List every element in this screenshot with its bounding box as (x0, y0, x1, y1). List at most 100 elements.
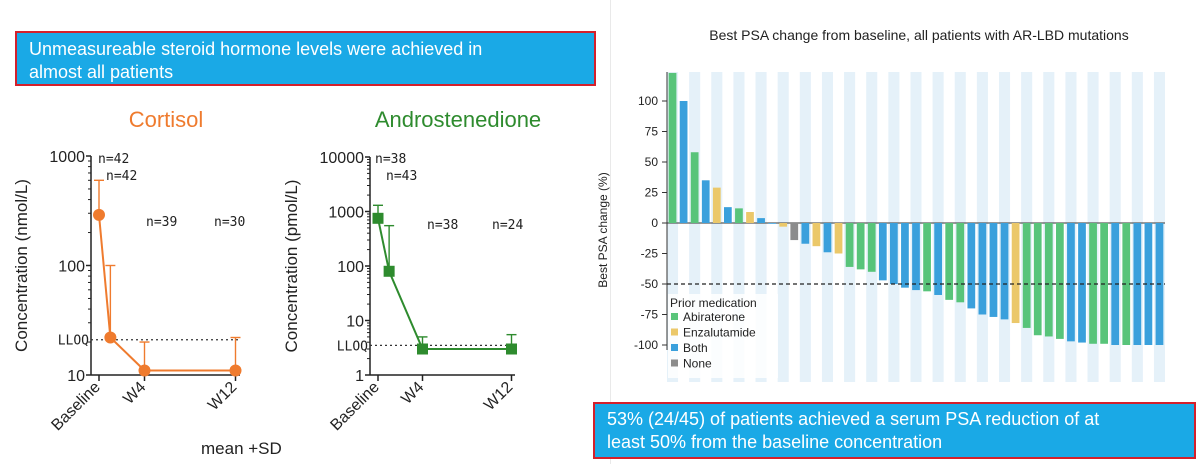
psa-bar (1011, 223, 1020, 324)
cortisol-x-tick-label: Baseline (48, 379, 103, 434)
androstenedione-lloq-label: LLOQ (337, 339, 368, 354)
psa-bar (746, 212, 754, 223)
psa-bar (945, 223, 954, 300)
androstenedione-n-label: n=24 (492, 218, 523, 233)
psa-background-stripe (733, 72, 745, 382)
psa-bar (690, 152, 699, 223)
androstenedione-y-tick-label: 1000 (328, 205, 364, 222)
androstenedione-title: Androstenedione (375, 107, 541, 132)
psa-legend-swatch (671, 313, 678, 320)
androstenedione-data-point (506, 343, 517, 355)
psa-bar (956, 223, 965, 303)
cortisol-lloq-label: LLOQ (58, 334, 89, 349)
psa-background-stripe (711, 72, 723, 382)
psa-bar (1055, 223, 1064, 339)
psa-bar (723, 207, 732, 223)
cortisol-data-point (93, 208, 105, 221)
psa-bar (1144, 223, 1153, 345)
cortisol-x-tick-label: W4 (120, 379, 149, 408)
psa-bar (934, 223, 943, 295)
cortisol-title: Cortisol (129, 107, 204, 132)
psa-bar (712, 187, 721, 223)
psa-bar (901, 223, 909, 288)
psa-legend-background (668, 294, 778, 378)
bottom-banner-line-1: 53% (24/45) of patients achieved a serum… (607, 409, 1100, 429)
psa-legend-swatch (671, 344, 678, 351)
psa-y-tick-label: 75 (645, 125, 659, 139)
androstenedione-x-tick-label: W4 (398, 379, 427, 408)
psa-y-tick-label: -50 (641, 277, 659, 291)
cortisol-data-point (229, 364, 242, 377)
psa-background-stripe (755, 72, 767, 382)
bottom-banner-line-2: least 50% from the baseline concentratio… (607, 432, 943, 452)
psa-y-tick-label: -25 (641, 247, 659, 261)
psa-bar (768, 223, 777, 224)
cortisol-y-tick-label: 1000 (49, 149, 85, 166)
psa-bar (989, 223, 998, 317)
top-banner-line-1: Unmeasureable steroid hormone levels wer… (29, 39, 483, 59)
psa-legend-swatch (671, 328, 678, 336)
cortisol-n-label: n=30 (214, 215, 245, 230)
psa-bar (801, 223, 810, 244)
psa-bar (1067, 223, 1075, 342)
psa-legend-label: Both (683, 341, 708, 355)
psa-bar (1078, 223, 1086, 343)
psa-bar (812, 223, 821, 247)
cortisol-n-label: n=42 (98, 152, 129, 167)
psa-bar (1122, 223, 1131, 345)
psa-bar (1000, 223, 1009, 320)
androstenedione-data-point (372, 212, 384, 224)
psa-bar (823, 223, 832, 253)
psa-bar (1022, 223, 1031, 328)
androstenedione-x-tick-label: Baseline (327, 379, 382, 434)
psa-background-stripe (777, 72, 789, 382)
cortisol-data-point (138, 364, 151, 377)
psa-bar (668, 72, 677, 223)
psa-background-stripe (667, 72, 679, 382)
psa-bar (856, 223, 865, 270)
psa-bar (757, 218, 765, 223)
panel-divider (610, 0, 611, 464)
cortisol-x-tick-label: W12 (205, 379, 240, 414)
psa-bar (790, 223, 799, 241)
psa-bar (834, 223, 843, 254)
psa-bar (1100, 223, 1109, 344)
androstenedione-data-point (383, 265, 395, 277)
androstenedione-x-tick-label: W12 (481, 379, 516, 414)
psa-bar (1033, 223, 1042, 336)
androstenedione-y-tick-label: 10 (346, 314, 364, 331)
psa-bar (701, 180, 710, 223)
psa-y-tick-label: -75 (641, 308, 659, 322)
psa-bar (779, 223, 788, 227)
psa-bar (1044, 223, 1053, 337)
psa-bar (878, 223, 887, 281)
psa-y-tick-label: 50 (645, 155, 659, 169)
bottom-banner: 53% (24/45) of patients achieved a serum… (593, 402, 1196, 459)
androstenedione-series-line (377, 218, 512, 350)
psa-legend-label: Enzalutamide (683, 326, 756, 340)
cortisol-data-point (104, 331, 117, 344)
psa-legend-swatch (671, 359, 678, 367)
androstenedione-y-tick-label: 10000 (320, 150, 365, 167)
psa-y-tick-label: 100 (638, 94, 658, 108)
psa-legend-label: Abiraterone (683, 310, 745, 324)
footnote: mean +SD (201, 439, 282, 458)
cortisol-y-tick-label: 10 (67, 368, 85, 385)
cortisol-series-line (98, 214, 236, 372)
cortisol-n-label: n=39 (146, 215, 177, 230)
androstenedione-y-axis-label: Concentration (pmol/L) (282, 180, 301, 353)
psa-bar (978, 223, 987, 315)
top-banner: Unmeasureable steroid hormone levels wer… (15, 31, 596, 86)
psa-y-axis-label: Best PSA change (%) (596, 172, 610, 287)
cortisol-n-label: n=42 (106, 169, 137, 184)
psa-legend-title: Prior medication (670, 296, 757, 310)
psa-bar (845, 223, 854, 267)
androstenedione-n-label: n=38 (427, 218, 458, 233)
androstenedione-data-point (417, 343, 428, 355)
psa-bar (912, 223, 920, 291)
cortisol-y-axis-label: Concentration (nmol/L) (12, 179, 31, 352)
top-banner-line-2: almost all patients (29, 62, 174, 82)
psa-bar (867, 223, 876, 272)
androstenedione-y-tick-label: 100 (337, 259, 364, 276)
